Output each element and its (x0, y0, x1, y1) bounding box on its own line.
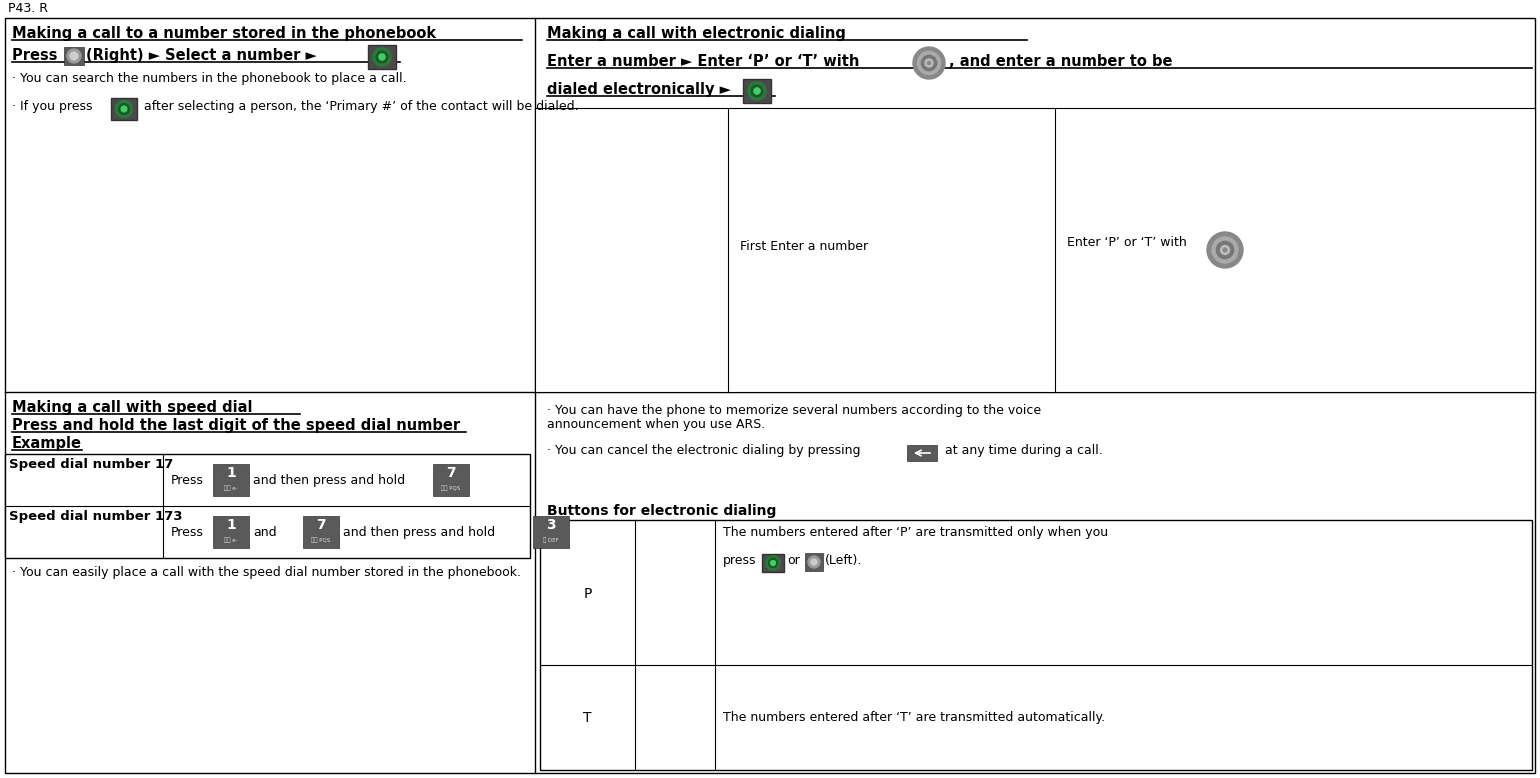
Text: at any time during a call.: at any time during a call. (941, 444, 1103, 457)
Text: Speed dial number 173: Speed dial number 173 (9, 510, 183, 523)
Text: dialed electronically ►: dialed electronically ► (547, 82, 731, 97)
Circle shape (1221, 246, 1229, 254)
Circle shape (926, 59, 933, 67)
Text: ㄷ DEF: ㄷ DEF (544, 537, 559, 543)
Text: Making a call to a number stored in the phonebook: Making a call to a number stored in the … (12, 26, 436, 41)
Text: or: or (787, 554, 799, 567)
Text: ㄱㄹ e-: ㄱㄹ e- (225, 537, 237, 543)
Text: T: T (584, 712, 591, 726)
Text: announcement when you use ARS.: announcement when you use ARS. (547, 418, 765, 431)
Bar (541, 520, 1532, 770)
Bar (368, 45, 396, 69)
Bar (907, 445, 936, 461)
Circle shape (376, 51, 388, 63)
Text: Speed dial number 17: Speed dial number 17 (9, 458, 172, 471)
Text: · You can easily place a call with the speed dial number stored in the phonebook: · You can easily place a call with the s… (12, 566, 521, 579)
Text: and: and (253, 526, 277, 539)
Text: , and enter a number to be: , and enter a number to be (949, 54, 1172, 69)
Text: after selecting a person, the ‘Primary #’ of the contact will be dialed.: after selecting a person, the ‘Primary #… (140, 100, 579, 113)
Circle shape (768, 559, 778, 568)
Text: P43. R: P43. R (8, 2, 48, 15)
Text: Press and hold the last digit of the speed dial number: Press and hold the last digit of the spe… (12, 418, 460, 433)
Circle shape (1212, 237, 1238, 263)
Text: Enter ‘P’ or ‘T’ with: Enter ‘P’ or ‘T’ with (1067, 236, 1187, 249)
Text: The numbers entered after ‘T’ are transmitted automatically.: The numbers entered after ‘T’ are transm… (722, 712, 1106, 724)
Text: press: press (722, 554, 756, 567)
Circle shape (765, 555, 781, 570)
Text: Buttons for electronic dialing: Buttons for electronic dialing (547, 504, 776, 518)
Circle shape (812, 559, 818, 565)
Text: ㅂㅍ PQS: ㅂㅍ PQS (442, 485, 460, 491)
Text: (Right) ► Select a number ►: (Right) ► Select a number ► (86, 48, 322, 63)
Text: Making a call with speed dial: Making a call with speed dial (12, 400, 253, 415)
Bar (303, 516, 339, 548)
Bar (534, 108, 1535, 392)
Circle shape (116, 100, 132, 117)
Text: Example: Example (12, 436, 82, 451)
Circle shape (1223, 248, 1227, 252)
Text: and then press and hold: and then press and hold (343, 526, 496, 539)
Text: ㄱㄹ e-: ㄱㄹ e- (225, 485, 237, 491)
Text: First Enter a number: First Enter a number (741, 240, 869, 253)
Text: 1: 1 (226, 518, 236, 532)
Circle shape (913, 47, 946, 79)
Text: P: P (584, 587, 591, 601)
Bar (65, 47, 85, 65)
Circle shape (755, 88, 761, 94)
Circle shape (918, 51, 941, 75)
Text: 3: 3 (547, 518, 556, 532)
Bar (111, 98, 137, 120)
Circle shape (770, 561, 776, 566)
Text: Press: Press (171, 526, 203, 539)
Text: 1: 1 (226, 466, 236, 480)
Bar (742, 79, 772, 103)
Bar (5, 454, 530, 558)
Text: ㅂㅍ PQS: ㅂㅍ PQS (311, 537, 331, 543)
Text: Making a call with electronic dialing: Making a call with electronic dialing (547, 26, 845, 41)
Text: 7: 7 (316, 518, 326, 532)
Text: Press: Press (12, 48, 63, 63)
Circle shape (69, 52, 79, 60)
Bar (433, 464, 470, 496)
Circle shape (1217, 241, 1234, 258)
Circle shape (373, 48, 391, 66)
Text: Press: Press (171, 474, 203, 487)
Text: and then press and hold: and then press and hold (253, 474, 405, 487)
Text: (Left).: (Left). (825, 554, 862, 567)
Bar (213, 516, 249, 548)
Circle shape (921, 55, 936, 71)
Circle shape (122, 106, 126, 112)
Text: 7: 7 (447, 466, 456, 480)
Bar (533, 516, 568, 548)
Text: · You can have the phone to memorize several numbers according to the voice: · You can have the phone to memorize sev… (547, 404, 1041, 417)
Circle shape (119, 103, 129, 114)
Circle shape (68, 49, 82, 63)
Bar (762, 554, 784, 573)
Text: · You can cancel the electronic dialing by pressing: · You can cancel the electronic dialing … (547, 444, 861, 457)
Text: · If you press: · If you press (12, 100, 97, 113)
Text: Enter a number ► Enter ‘P’ or ‘T’ with: Enter a number ► Enter ‘P’ or ‘T’ with (547, 54, 859, 69)
Circle shape (752, 85, 762, 97)
Bar (805, 553, 822, 571)
Circle shape (379, 54, 385, 60)
Bar (213, 464, 249, 496)
Circle shape (1207, 232, 1243, 268)
Text: The numbers entered after ‘P’ are transmitted only when you: The numbers entered after ‘P’ are transm… (722, 526, 1109, 539)
Circle shape (927, 61, 930, 65)
Text: · You can search the numbers in the phonebook to place a call.: · You can search the numbers in the phon… (12, 72, 407, 85)
Circle shape (808, 556, 819, 568)
Circle shape (748, 82, 765, 100)
